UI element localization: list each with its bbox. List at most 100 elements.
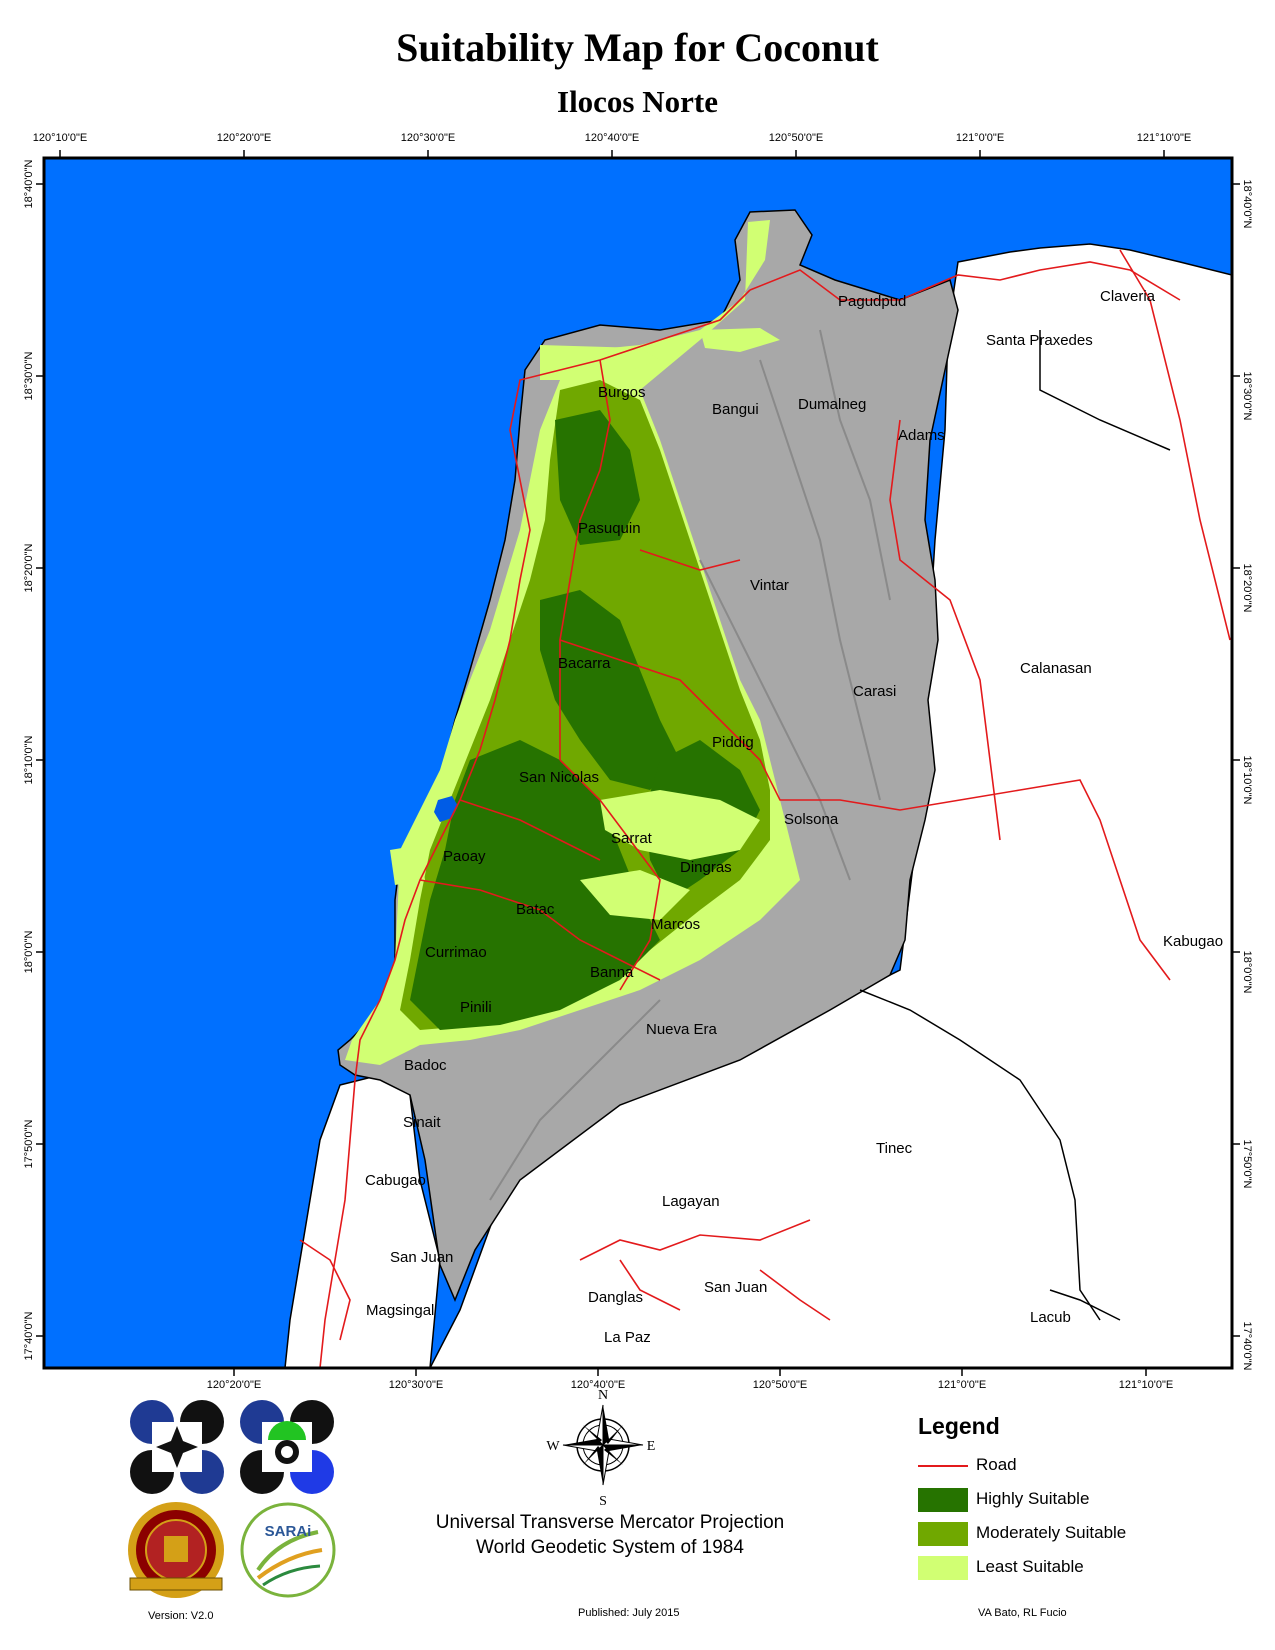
- right-lat-label: 17°50'0"N: [1241, 1140, 1253, 1189]
- place-label: Cabugao: [365, 1172, 426, 1189]
- place-label: Carasi: [853, 683, 896, 700]
- legend-label: Road: [976, 1455, 1017, 1474]
- compass-rose-icon: N S E W: [546, 1388, 655, 1509]
- compass-north: N: [598, 1388, 608, 1403]
- sarai-logo-text: SARAi: [265, 1523, 312, 1540]
- place-label: Burgos: [598, 384, 646, 401]
- road-network: [299, 249, 1231, 1368]
- place-label: Magsingal: [366, 1302, 434, 1319]
- place-label: Claveria: [1100, 288, 1156, 305]
- right-lat-label: 18°0'0"N: [1241, 951, 1253, 994]
- place-label: Piddig: [712, 734, 754, 751]
- place-label: Pasuquin: [578, 520, 641, 537]
- left-lat-label: 17°50'0"N: [23, 1119, 35, 1168]
- place-label: Lagayan: [662, 1193, 720, 1210]
- admin-boundaries: [859, 330, 1171, 1321]
- version-text: Version: V2.0: [148, 1610, 214, 1622]
- highly-suitable-zone-1: [410, 740, 660, 1030]
- place-label: Pagudpud: [838, 293, 906, 310]
- place-label: Banna: [590, 964, 634, 981]
- place-label: Lacub: [1030, 1309, 1071, 1326]
- legend-item-moderately-suitable: Moderately Suitable: [918, 1521, 1218, 1547]
- top-lon-label: 120°10'0"E: [33, 132, 87, 144]
- place-label: Kabugao: [1163, 933, 1223, 950]
- map-title: Suitability Map for Coconut: [396, 25, 879, 70]
- graticule-ticks: [36, 150, 1240, 1376]
- legend-swatch: [918, 1488, 968, 1512]
- place-label: Calanasan: [1020, 660, 1092, 677]
- legend-item-least-suitable: Least Suitable: [918, 1555, 1218, 1581]
- legend-item-highly-suitable: Highly Suitable: [918, 1487, 1218, 1513]
- place-label: Danglas: [588, 1289, 643, 1306]
- bottom-lon-label: 121°10'0"E: [1119, 1379, 1173, 1391]
- compass-south: S: [599, 1494, 607, 1509]
- legend-swatch: [918, 1556, 968, 1580]
- place-label: San Nicolas: [519, 769, 599, 786]
- place-label: Solsona: [784, 811, 839, 828]
- bottom-lon-label: 120°20'0"E: [207, 1379, 261, 1391]
- place-label: Vintar: [750, 577, 789, 594]
- bottom-lon-label: 121°0'0"E: [938, 1379, 986, 1391]
- legend-title: Legend: [918, 1413, 1000, 1439]
- legend-swatch: [918, 1522, 968, 1546]
- legend-label: Moderately Suitable: [976, 1523, 1127, 1542]
- place-label: Bangui: [712, 401, 759, 418]
- top-longitude-labels: 120°10'0"E 120°20'0"E 120°30'0"E 120°40'…: [33, 132, 1191, 144]
- place-label: Sarrat: [611, 830, 653, 847]
- right-lat-label: 18°20'0"N: [1241, 564, 1253, 613]
- place-label: Marcos: [651, 916, 700, 933]
- legend-label: Highly Suitable: [976, 1489, 1090, 1508]
- legend-item-road: Road: [918, 1453, 1218, 1479]
- left-lat-label: 17°40'0"N: [23, 1311, 35, 1360]
- left-lat-label: 18°30'0"N: [23, 351, 35, 400]
- place-label: Currimao: [425, 944, 487, 961]
- map-subtitle: Ilocos Norte: [557, 84, 718, 119]
- top-lon-label: 120°50'0"E: [769, 132, 823, 144]
- place-label: Nueva Era: [646, 1021, 718, 1038]
- place-label: Badoc: [404, 1057, 447, 1074]
- right-lat-label: 18°40'0"N: [1241, 180, 1253, 229]
- place-label: Tinec: [876, 1140, 913, 1157]
- left-lat-label: 18°0'0"N: [23, 931, 35, 974]
- compass-west: W: [546, 1439, 560, 1454]
- top-lon-label: 121°0'0"E: [956, 132, 1004, 144]
- dost-logo-icon: [240, 1400, 334, 1494]
- least-suitable-patch-4: [390, 845, 425, 885]
- left-latitude-labels: 18°40'0"N 18°30'0"N 18°20'0"N 18°10'0"N …: [23, 159, 35, 1360]
- right-latitude-labels: 18°40'0"N 18°30'0"N 18°20'0"N 18°10'0"N …: [1241, 180, 1253, 1371]
- place-label: Bacarra: [558, 655, 611, 672]
- projection-line-1: Universal Transverse Mercator Projection: [435, 1512, 785, 1533]
- bottom-longitude-labels: 120°20'0"E 120°30'0"E 120°40'0"E 120°50'…: [207, 1379, 1173, 1391]
- legend-label: Least Suitable: [976, 1557, 1084, 1576]
- place-label: La Paz: [604, 1329, 651, 1346]
- least-suitable-patch-5: [580, 870, 690, 920]
- bottom-lon-label: 120°40'0"E: [571, 1379, 625, 1391]
- place-label: Batac: [516, 901, 555, 918]
- least-suitable-patch-3: [700, 328, 780, 352]
- place-labels: Pagudpud Claveria Santa Praxedes Burgos …: [365, 288, 1223, 1346]
- left-lat-label: 18°20'0"N: [23, 543, 35, 592]
- place-label: Dumalneg: [798, 396, 866, 413]
- place-label: Sinait: [403, 1114, 441, 1131]
- university-seal-icon: [128, 1502, 224, 1598]
- place-label: Pinili: [460, 999, 492, 1016]
- bottom-lon-label: 120°30'0"E: [389, 1379, 443, 1391]
- sarai-logo-icon: SARAi: [240, 1502, 336, 1598]
- right-lat-label: 18°30'0"N: [1241, 372, 1253, 421]
- place-label: Adams: [898, 427, 945, 444]
- place-label: Santa Praxedes: [986, 332, 1093, 349]
- place-label: San Juan: [704, 1279, 767, 1296]
- compass-east: E: [647, 1439, 656, 1454]
- place-label: Paoay: [443, 848, 486, 865]
- top-lon-label: 120°40'0"E: [585, 132, 639, 144]
- legend-road-line: [918, 1465, 968, 1467]
- highly-suitable-zone-2: [540, 590, 680, 790]
- right-lat-label: 17°40'0"N: [1241, 1322, 1253, 1371]
- top-lon-label: 120°20'0"E: [217, 132, 271, 144]
- top-lon-label: 120°30'0"E: [401, 132, 455, 144]
- place-label: Dingras: [680, 859, 732, 876]
- top-lon-label: 121°10'0"E: [1137, 132, 1191, 144]
- bottom-lon-label: 120°50'0"E: [753, 1379, 807, 1391]
- authors-text: VA Bato, RL Fucio: [978, 1607, 1067, 1619]
